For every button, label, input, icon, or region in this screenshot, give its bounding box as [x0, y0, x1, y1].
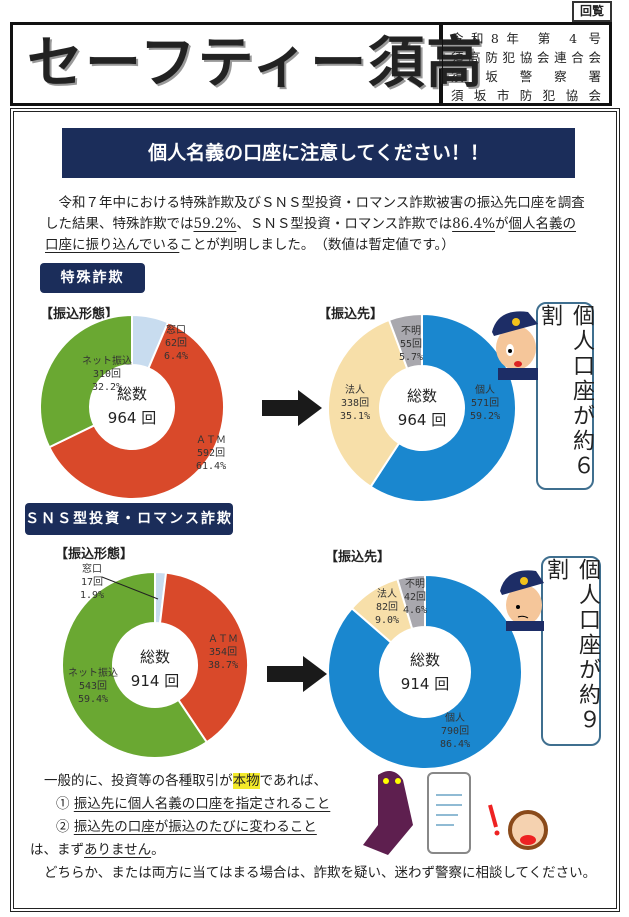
donut-slice	[39, 313, 133, 449]
closing-text: 一般的に、投資等の各種取引が本物であれば、 ① 振込先に個人名義の口座を指定され…	[30, 770, 610, 885]
slice-label: 窓口 62回 6.4%	[164, 325, 189, 362]
headline-banner: 個人名義の口座に注意してください！！	[62, 128, 575, 178]
section-tag: ＳＮＳ型投資・ロマンス詐欺	[25, 503, 233, 535]
chart-header: 【振込先】	[325, 550, 391, 565]
callout-box: 個人口座が約６割	[536, 302, 594, 490]
intro-text: が	[495, 216, 509, 232]
arrow-right-icon	[262, 390, 322, 426]
intro-text: 、ＳＮＳ型投資・ロマンス詐欺では	[236, 216, 453, 232]
stat-highlight: 86.4%	[452, 216, 496, 232]
issuer-box: 令和8年 第 4 号 須高防犯協会連合会 須坂警察署 須坂市防犯協会	[442, 22, 612, 106]
underlined-text: ありません	[84, 842, 152, 858]
police-officer-icon	[500, 570, 544, 631]
slice-label: 法人 338回 35.1%	[340, 385, 371, 422]
section-tag: 特殊詐欺	[40, 263, 145, 293]
police-officer-icon	[492, 311, 538, 380]
closing-line: 一般的に、投資等の各種取引が	[44, 773, 233, 789]
intro-text: ことが判明しました。 （数値は暫定値です。）	[179, 237, 455, 253]
slice-label: ネット振込 543回 59.4%	[68, 668, 118, 705]
closing-line: 。	[151, 842, 165, 858]
slice-label: 個人 790回 86.4%	[440, 713, 471, 750]
scammer-phone-illustration	[363, 771, 548, 855]
intro-paragraph: 令和７年中における特殊詐欺及びＳＮＳ型投資・ロマンス詐欺被害の振込先口座を調査し…	[45, 193, 585, 256]
org-name: 須坂警察署	[451, 69, 601, 84]
slice-label: 不明 55回 5.7%	[399, 326, 424, 363]
intro-underlined: 個人名義の口座に振り込んでいる	[45, 216, 577, 253]
closing-line: は、まず	[30, 842, 84, 858]
list-number: ②	[56, 819, 70, 835]
list-item: 振込先の口座が振込のたびに変わること	[73, 819, 317, 835]
donut-slice	[158, 571, 249, 744]
donut-slice	[61, 570, 209, 759]
donut-slice	[327, 318, 409, 489]
main-frame	[10, 108, 620, 912]
slice-label: ネット振込 310回 32.2%	[82, 356, 132, 393]
callout-box: 個人口座が約９割	[541, 556, 601, 746]
circulation-stamp: 回覧	[572, 1, 612, 22]
slice-label: 個人 571回 59.2%	[470, 385, 501, 422]
org-name: 須坂市防犯協会	[451, 88, 601, 103]
slice-label: 窓口 17回 1.9%	[80, 564, 105, 601]
chart-header: 【振込形態】	[40, 307, 119, 322]
arrow-right-icon	[267, 656, 327, 692]
intro-text: 令和７年中における特殊詐欺及びＳＮＳ型投資・ロマンス詐欺被害の振込先口座を調査し…	[45, 195, 585, 232]
donut-slice	[327, 573, 523, 770]
slice-label: 法人 82回 9.0%	[375, 589, 400, 626]
newsletter-title: セーフティー須高	[10, 22, 482, 106]
chart-center: 総数 914 回	[400, 651, 450, 693]
donut-slice	[396, 573, 426, 631]
donut-slice	[47, 321, 225, 500]
issue-number: 令和8年 第 4 号	[451, 31, 601, 46]
chart-header: 【振込形態】	[55, 547, 134, 562]
chart-center: 総数 914 回	[130, 648, 180, 690]
closing-line: どちらか、または両方に当てはまる場合は、詐欺を疑い、迷わず警察に相談してください…	[44, 865, 597, 881]
chart-center: 総数 964 回	[107, 385, 157, 427]
stat-highlight: 59.2%	[193, 216, 237, 232]
closing-line: であれば、	[259, 773, 327, 789]
slice-label: 不明 42回 4.6%	[403, 579, 428, 616]
slice-label: ＡＴＭ 354回 38.7%	[208, 634, 239, 671]
slice-label: ＡＴＭ 592回 61.4%	[196, 435, 227, 472]
highlight-text: 本物	[232, 773, 260, 789]
list-number: ①	[56, 796, 70, 812]
list-item: 振込先に個人名義の口座を指定されること	[73, 796, 331, 812]
chart-header: 【振込先】	[318, 307, 384, 322]
leader-line	[101, 576, 159, 600]
chart-center: 総数 964 回	[397, 387, 447, 429]
org-name: 須高防犯協会連合会	[451, 50, 601, 65]
donut-slice	[387, 312, 423, 370]
